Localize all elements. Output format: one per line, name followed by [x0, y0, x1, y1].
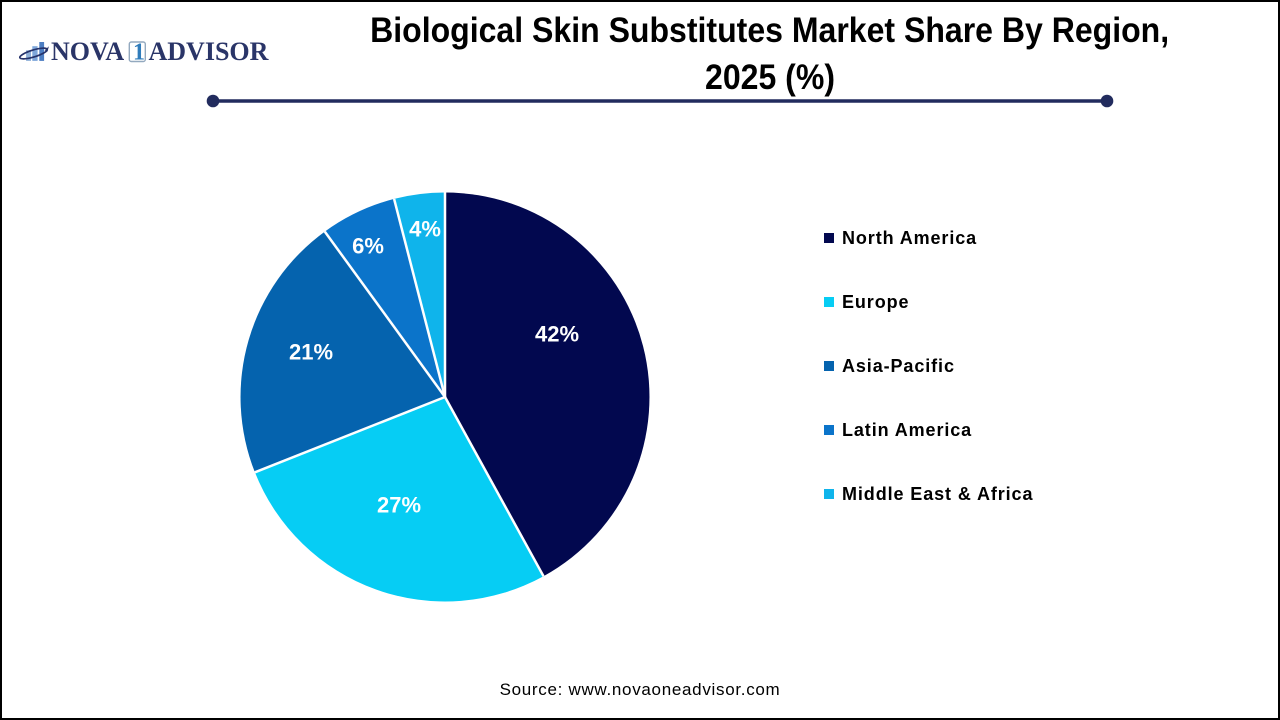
svg-text:6%: 6%	[352, 233, 384, 258]
svg-text:ADVISOR: ADVISOR	[149, 37, 269, 66]
svg-text:1: 1	[133, 40, 145, 66]
svg-text:21%: 21%	[289, 339, 333, 364]
svg-text:4%: 4%	[409, 216, 441, 241]
svg-text:27%: 27%	[377, 492, 421, 517]
svg-text:42%: 42%	[535, 321, 579, 346]
svg-text:NOVA: NOVA	[51, 37, 124, 66]
